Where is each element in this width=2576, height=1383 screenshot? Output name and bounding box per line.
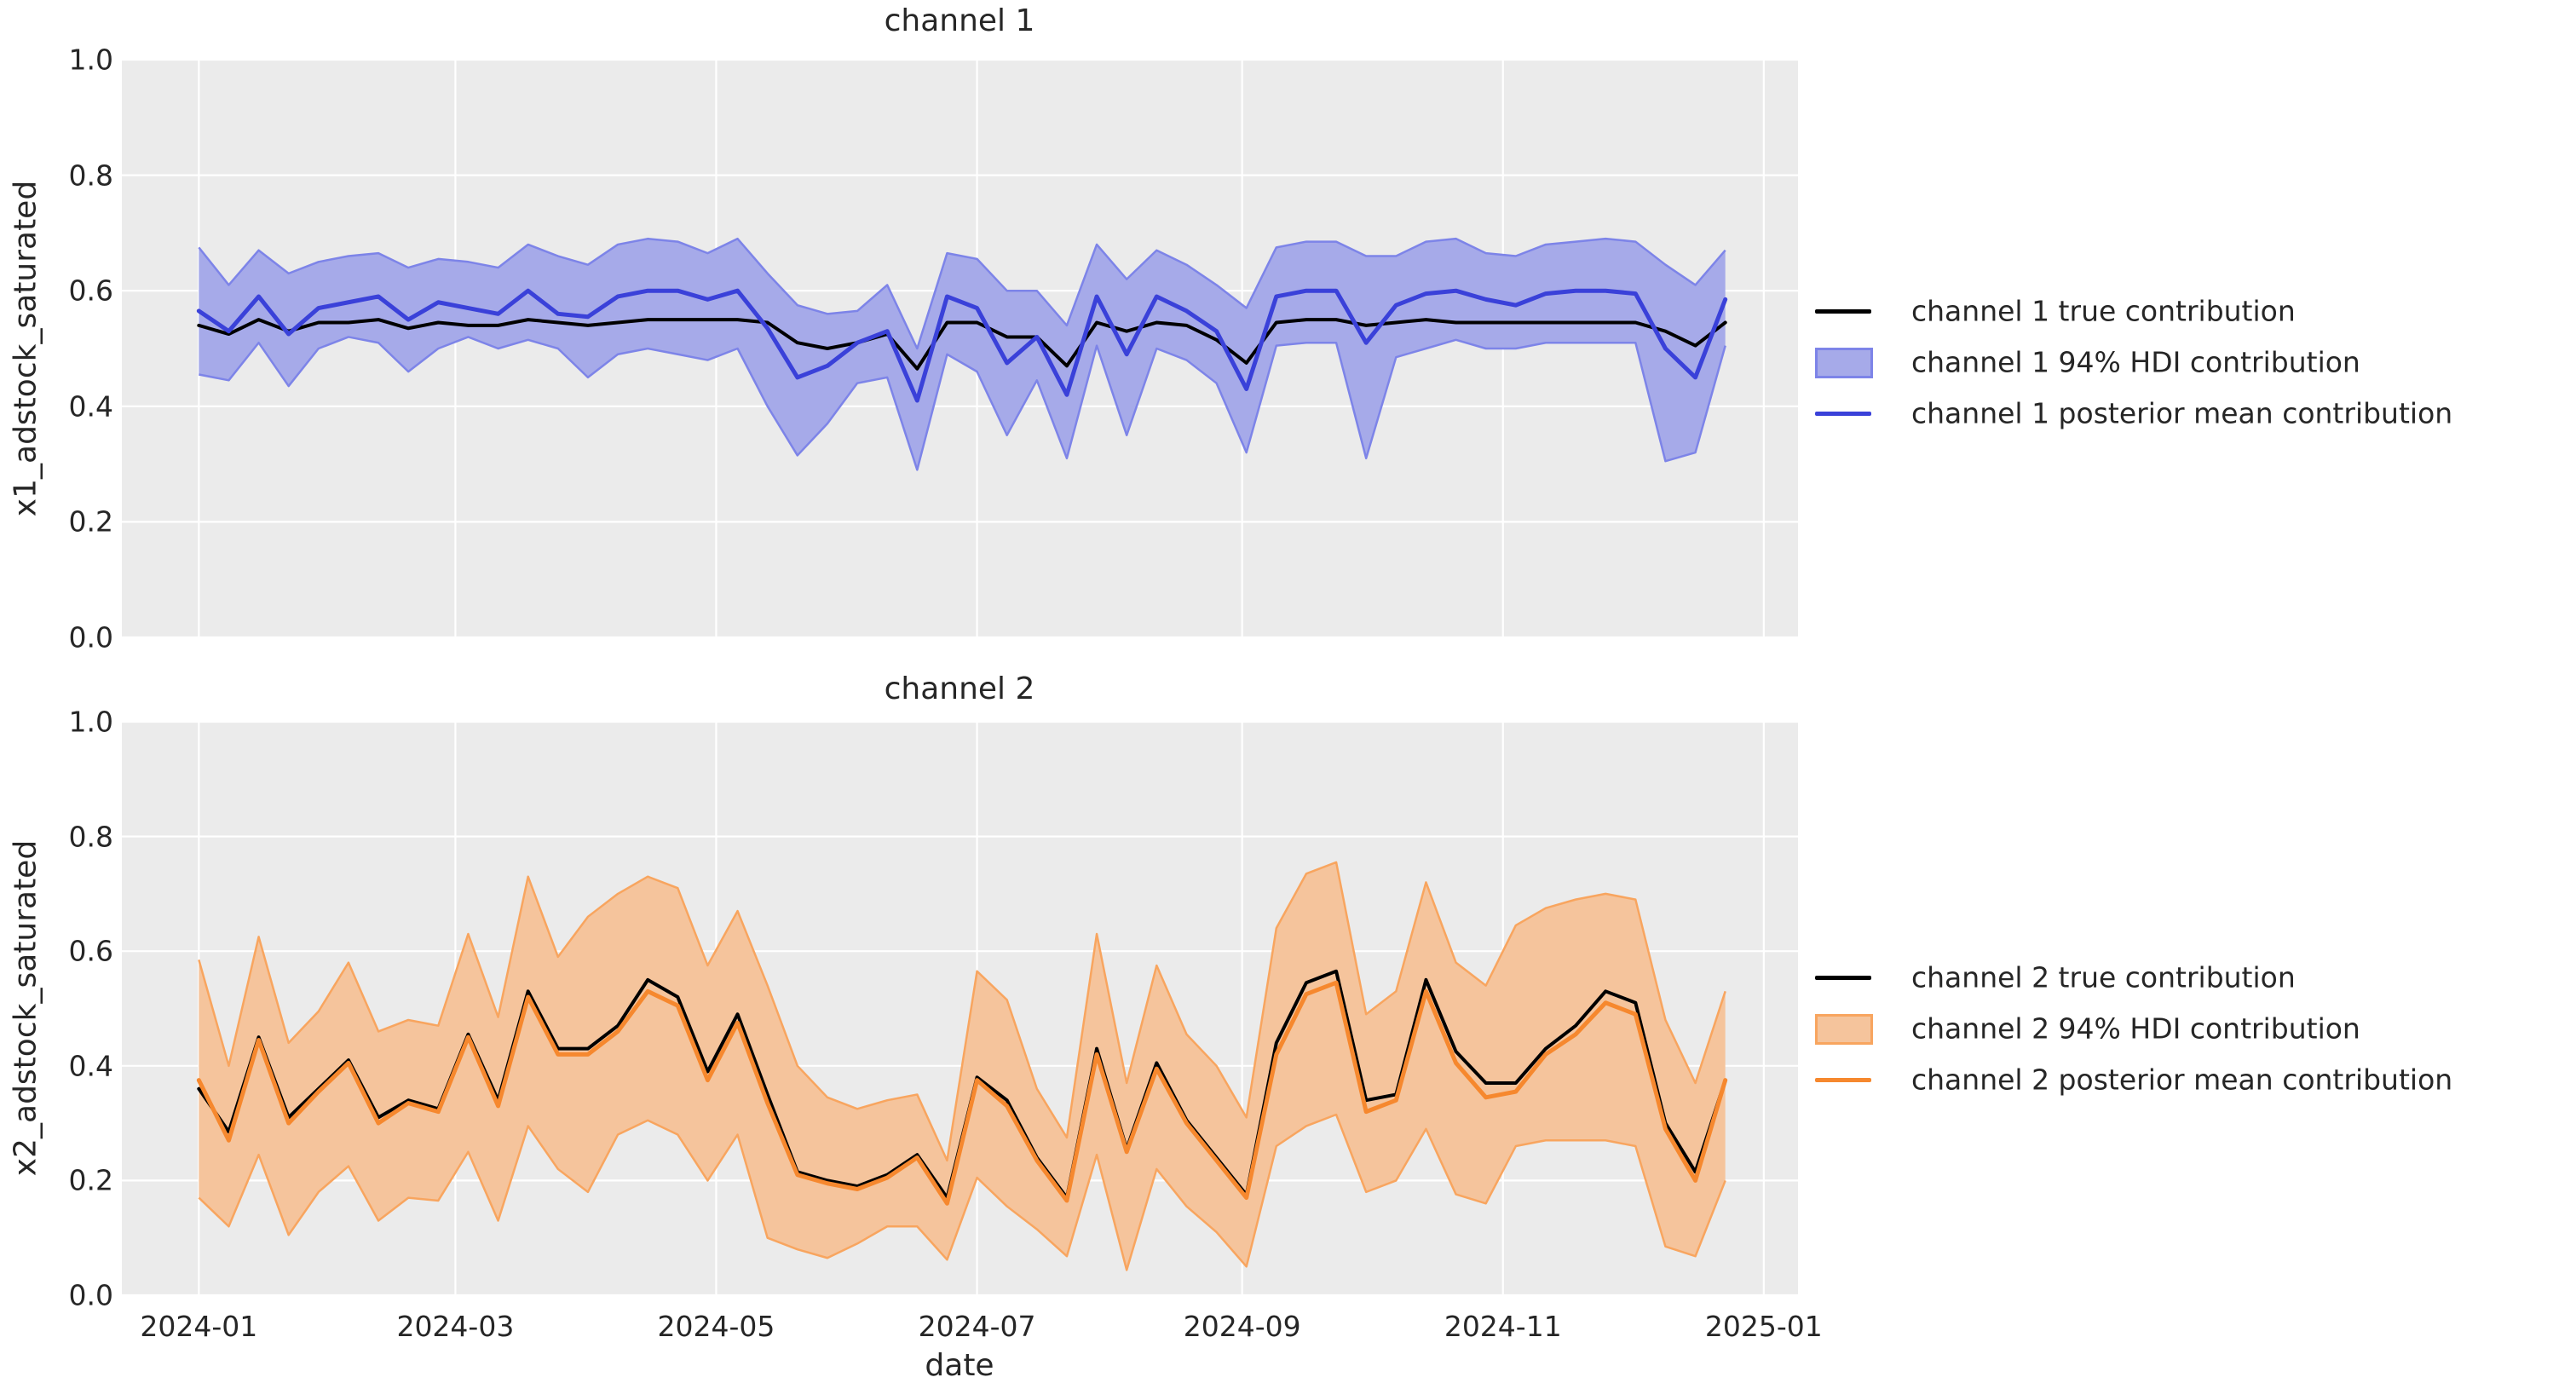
true-line: [197, 318, 1727, 371]
y-tick-label: 0.6: [68, 934, 113, 968]
legend-line-icon: [1815, 1078, 1871, 1082]
y-tick-label: 0.6: [68, 274, 113, 308]
legend-label: channel 2 posterior mean contribution: [1911, 1063, 2453, 1097]
hdi-band: [199, 239, 1726, 470]
y-tick-label: 1.0: [68, 705, 113, 739]
y-tick-label: 1.0: [68, 43, 113, 77]
chart-1-title: channel 1: [884, 3, 1035, 38]
x-tick-label: 2024-09: [1183, 1310, 1301, 1343]
hdi-band-low-edge: [198, 1113, 1726, 1271]
legend-line-icon: [1815, 309, 1871, 314]
y-tick-label: 0.2: [68, 1163, 113, 1197]
chart-1-plot-area: [122, 60, 1798, 637]
x-tick-label: 2025-01: [1704, 1310, 1823, 1343]
legend-label: channel 1 true contribution: [1911, 294, 2296, 328]
legend-label: channel 1 posterior mean contribution: [1911, 396, 2453, 430]
chart-2-title: channel 2: [884, 671, 1035, 706]
legend-hdi-patch-icon: [1815, 1014, 1873, 1045]
chart-2-plot-area: [122, 722, 1798, 1295]
hdi-band-high-edge: [198, 237, 1726, 350]
posterior-mean-line: [196, 288, 1728, 403]
x-tick-label: 2024-05: [657, 1310, 775, 1343]
legend-line-icon: [1815, 412, 1871, 416]
x-tick-label: 2024-07: [918, 1310, 1036, 1343]
x-tick-label: 2024-11: [1444, 1310, 1562, 1343]
legend-label: channel 2 94% HDI contribution: [1911, 1011, 2360, 1046]
y-tick-label: 0.8: [68, 820, 113, 854]
y-tick-label: 0.0: [68, 1278, 113, 1312]
x-tick-label: 2024-01: [140, 1310, 258, 1343]
legend-line-icon: [1815, 976, 1871, 980]
hdi-band-high-edge: [198, 861, 1726, 1162]
x-axis-label: date: [925, 1348, 994, 1383]
hdi-band-low-edge: [199, 336, 1726, 471]
x-tick-label: 2024-03: [396, 1310, 515, 1343]
y-tick-label: 0.4: [68, 1049, 113, 1083]
y-tick-label: 0.0: [68, 620, 113, 654]
legend-label: channel 1 94% HDI contribution: [1911, 345, 2360, 379]
legend-hdi-patch-icon: [1815, 348, 1873, 378]
posterior-mean-line: [196, 980, 1728, 1206]
y-tick-label: 0.4: [68, 389, 113, 424]
legend-label: channel 2 true contribution: [1911, 960, 2296, 994]
y-tick-label: 0.8: [68, 158, 113, 193]
y-tick-label: 0.2: [68, 504, 113, 539]
